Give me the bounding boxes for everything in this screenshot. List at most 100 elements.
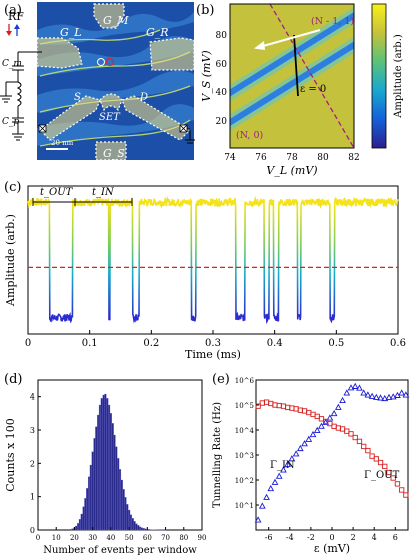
d-bar (82, 506, 85, 531)
e-point-gamma-in (381, 394, 389, 402)
gates (36, 3, 195, 161)
d-bar (120, 479, 123, 531)
e-point-gamma-in (318, 422, 325, 429)
b-yticks: 20 40 60 80 (216, 31, 228, 127)
e-point-gamma-in (360, 389, 368, 396)
d-bar (131, 518, 134, 531)
e-point-gamma-out (386, 469, 392, 476)
e-xtick-label: 6 (393, 533, 398, 542)
d-bar (111, 423, 114, 531)
e-xtick-label: -4 (286, 533, 294, 542)
gate-source-lead (39, 95, 101, 141)
panel-d-chart: 0 10 20 30 40 50 60 70 80 90 0 1 2 3 4 Number of even… (4, 379, 206, 556)
d-bars (69, 393, 167, 531)
e-xtick-label: -6 (265, 533, 273, 542)
e-ylabel: Tunnelling Rate (Hz) (212, 402, 223, 508)
c-xtick-label: 0.1 (82, 338, 98, 349)
d-ytick-label: 2 (30, 459, 35, 468)
d-bar (93, 438, 96, 531)
b-xtick: 78 (286, 153, 298, 163)
d-xlabel: Number of events per window (43, 545, 197, 556)
gate-drain-lead (121, 95, 191, 141)
c-xtick-label: 0.5 (328, 338, 344, 349)
e-point-gamma-in (288, 455, 296, 462)
e-gamma-out-label: Γ_OUT (364, 470, 400, 481)
d-bar (77, 523, 80, 531)
e-point-gamma-in (368, 392, 376, 399)
circuit (0, 51, 195, 144)
d-bar (95, 426, 98, 531)
d-bar (69, 529, 72, 531)
cm-label: C_m (2, 59, 22, 69)
d-bar (75, 525, 78, 531)
transition-line (269, 4, 354, 148)
e-xtick-label: -2 (307, 533, 315, 542)
e-point-gamma-out (331, 423, 337, 429)
e-point-gamma-out (348, 431, 354, 437)
c-xtick-label: 0.3 (205, 338, 221, 349)
d-bar (133, 521, 136, 531)
e-point-gamma-out (344, 428, 350, 434)
e-point-gamma-out (259, 400, 265, 406)
annot-eps: ε = 0 (300, 84, 326, 95)
dot-left (97, 58, 105, 66)
e-point-gamma-in (334, 403, 342, 410)
e-series-gamma-in (254, 382, 410, 523)
e-point-gamma-in (385, 393, 393, 400)
e-point-gamma-in (284, 460, 292, 467)
d-bar (100, 398, 103, 531)
e-point-gamma-out (403, 492, 409, 498)
d-bar (97, 414, 100, 531)
e-point-gamma-in (313, 426, 321, 434)
e-point-gamma-in (258, 502, 266, 509)
e-point-gamma-in (389, 393, 397, 400)
e-point-gamma-out (327, 420, 333, 427)
d-bar (129, 514, 132, 531)
d-ytick-label: 4 (30, 393, 35, 402)
d-bar (87, 476, 91, 531)
c-xtick-label: 0.6 (390, 338, 406, 349)
e-point-gamma-in (322, 418, 330, 425)
d-bar (137, 525, 140, 531)
rf-arrows (6, 24, 20, 36)
d-bar (78, 519, 81, 531)
gate-gl (36, 37, 83, 69)
gate-set-island (99, 93, 123, 112)
e-point-gamma-out (394, 481, 401, 487)
d-bar (91, 451, 94, 531)
e-point-gamma-out (301, 408, 308, 414)
d-xtick-label: 50 (125, 534, 134, 542)
e-point-gamma-in (301, 440, 308, 447)
e-xtick-label: 4 (372, 533, 377, 542)
arrow-head (254, 41, 265, 50)
e-frame (255, 379, 409, 531)
e-point-gamma-in (305, 435, 313, 442)
c-xtick-label: 0.4 (267, 338, 283, 349)
d-bar (89, 464, 92, 531)
e-point-gamma-in (254, 516, 262, 523)
e-point-gamma-out (310, 411, 316, 418)
e-point-gamma-out (318, 416, 325, 422)
b-ylabel: V_S (mV) (200, 50, 213, 101)
c-tout-label: t_OUT (40, 187, 74, 198)
arrow-line (255, 29, 321, 49)
bond-pads (38, 124, 188, 133)
b-ytick: 40 (216, 88, 228, 98)
dot-right (106, 58, 114, 66)
c-tin-label: t_IN (92, 187, 115, 198)
e-point-gamma-out (335, 425, 341, 431)
gate-gs (95, 141, 127, 161)
e-point-gamma-out (285, 404, 291, 411)
e-point-gamma-out (314, 413, 320, 420)
d-bar (135, 523, 138, 531)
d-bar (108, 404, 111, 531)
b-ytick: 20 (216, 117, 228, 127)
e-point-gamma-out (276, 402, 282, 409)
e-point-gamma-in (275, 472, 283, 479)
e-ytick-label: 10^4 (235, 427, 255, 435)
panel-b-label: (b) (196, 3, 215, 18)
e-point-gamma-out (365, 447, 371, 454)
d-bar (106, 398, 109, 531)
e-xlabel: ε (mV) (314, 542, 350, 555)
label-gl: G_L (60, 26, 82, 39)
